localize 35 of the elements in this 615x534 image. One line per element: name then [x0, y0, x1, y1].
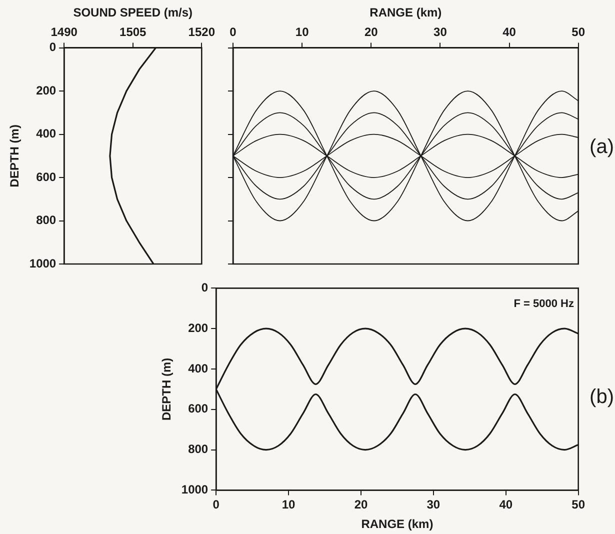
y-tick-label: 800	[36, 213, 56, 228]
x-tick-label: 0	[212, 498, 220, 512]
x-tick-label: 1490	[50, 24, 78, 39]
x-tick-label: 10	[295, 24, 310, 39]
x-tick-label: 10	[282, 498, 296, 512]
annotation: F = 5000 Hz	[514, 298, 574, 310]
y-tick-label: 1000	[29, 256, 56, 270]
x-tick-label: 30	[426, 498, 440, 512]
x-tick-label: 40	[502, 24, 516, 39]
y-tick-label: 0	[49, 40, 56, 54]
x-axis-title: RANGE (km)	[370, 6, 442, 20]
y-tick-label: 600	[36, 170, 56, 184]
text: (b)	[590, 386, 614, 409]
x-axis-title: RANGE (km)	[361, 517, 434, 532]
x-tick-label: 50	[572, 24, 586, 39]
y-tick-label: 400	[36, 126, 56, 141]
y-tick-label: 400	[188, 361, 208, 376]
text: (a)	[590, 136, 614, 159]
y-tick-label: 800	[188, 442, 208, 456]
y-tick-label: 0	[201, 280, 208, 295]
x-tick-label: 20	[354, 498, 368, 512]
y-tick-label: 1000	[181, 482, 208, 497]
x-tick-label: 40	[499, 498, 513, 512]
x-tick-label: 20	[364, 24, 378, 39]
x-tick-label: 1505	[120, 24, 147, 39]
x-tick-label: 1520	[188, 24, 216, 39]
x-tick-label: 30	[434, 24, 448, 39]
y-tick-label: 200	[36, 83, 56, 98]
x-tick-label: 50	[572, 498, 586, 512]
x-tick-label: 0	[230, 24, 237, 39]
y-tick-label: 600	[188, 402, 208, 416]
y-axis-title: DEPTH (m)	[8, 124, 22, 188]
y-axis-title: DEPTH (m)	[160, 358, 174, 421]
x-axis-title: SOUND SPEED (m/s)	[73, 6, 193, 20]
y-tick-label: 200	[188, 320, 208, 335]
